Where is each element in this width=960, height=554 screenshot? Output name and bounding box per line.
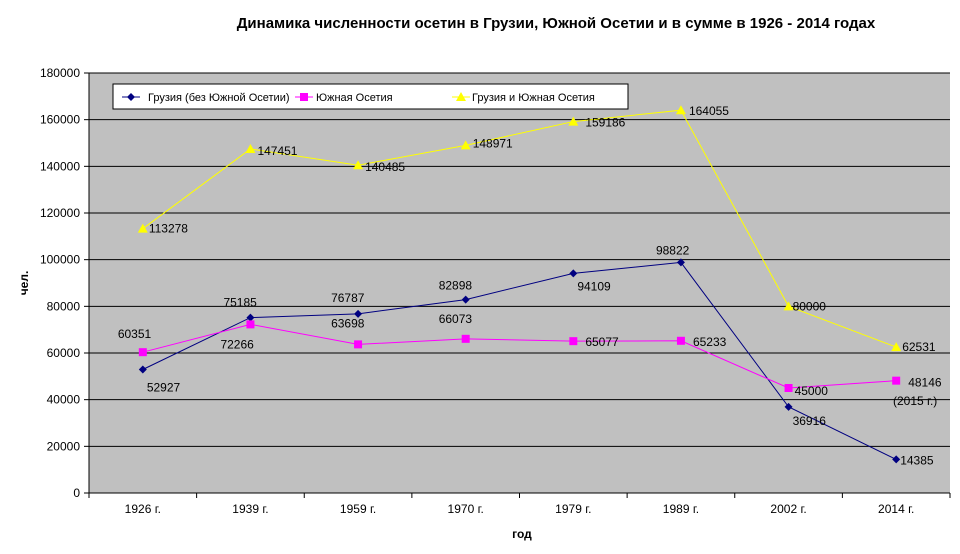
data-label: 36916 (793, 414, 827, 428)
y-tick-label: 160000 (40, 113, 80, 127)
data-point (246, 320, 255, 329)
legend-entry-1: Южная Осетия (295, 92, 393, 104)
x-tick-label: 1939 г. (232, 502, 268, 516)
data-label: 113278 (149, 222, 188, 236)
series-line (142, 323, 897, 389)
annotation-2015: (2015 г.) (893, 394, 937, 408)
y-tick-label: 40000 (47, 393, 81, 407)
data-label: 63698 (331, 316, 365, 330)
y-tick-label: 180000 (40, 66, 80, 80)
data-point (245, 143, 256, 153)
data-point (569, 269, 578, 278)
data-point (892, 376, 901, 385)
data-label: 60351 (118, 327, 152, 341)
series-line (142, 261, 897, 460)
data-point (676, 336, 685, 345)
legend-marker (300, 93, 308, 101)
series-0 (138, 258, 901, 464)
data-point (138, 348, 147, 357)
y-axis-title: чел. (17, 271, 31, 296)
legend: Грузия (без Южной Осетии) Южная Осетия Гру… (112, 83, 629, 110)
gridlines (89, 72, 950, 494)
y-tick-label: 140000 (40, 159, 80, 173)
data-point (460, 140, 471, 150)
data-label: 164055 (689, 104, 729, 118)
legend-entry-0: Грузия (без Южной Осетии) (122, 92, 290, 104)
x-tick-label: 1989 г. (663, 502, 699, 516)
y-tick-label: 80000 (47, 299, 81, 313)
series-layer (137, 105, 902, 464)
legend-label: Южная Осетия (316, 92, 393, 104)
data-label: 14385 (900, 453, 934, 467)
data-label: 72266 (220, 337, 254, 351)
data-point (353, 160, 364, 170)
series-1 (138, 320, 901, 392)
y-tick-label: 0 (73, 486, 80, 500)
series-line (142, 109, 897, 348)
data-point (675, 105, 686, 115)
y-tick-label: 100000 (40, 253, 80, 267)
data-label: 52927 (147, 381, 181, 395)
x-axis-title: год (512, 527, 532, 541)
data-point (676, 258, 685, 267)
data-label: 159186 (585, 116, 625, 130)
legend-box (112, 83, 629, 110)
data-point (568, 116, 579, 126)
data-point (784, 402, 793, 411)
data-label: 75185 (223, 296, 257, 310)
x-tick-label: 2014 г. (878, 502, 914, 516)
data-label: 66073 (439, 312, 473, 326)
data-point (354, 340, 363, 349)
x-tick-label: 1959 г. (340, 502, 376, 516)
data-point (137, 223, 148, 233)
data-label: 65077 (585, 335, 619, 349)
data-label: 140485 (365, 160, 405, 174)
y-tick-label: 60000 (47, 346, 81, 360)
series-2 (137, 105, 902, 352)
data-label: 80000 (793, 299, 827, 313)
y-tick-label: 20000 (47, 439, 81, 453)
data-label: 45000 (795, 384, 829, 398)
data-point (461, 334, 470, 343)
data-label: 65233 (693, 335, 727, 349)
data-point (783, 301, 794, 311)
x-tick-label: 1970 г. (448, 502, 484, 516)
data-label: 98822 (656, 243, 690, 257)
data-point (354, 309, 363, 318)
legend-marker (127, 93, 135, 101)
data-label: 94109 (577, 279, 611, 293)
legend-entry-2: Грузия и Южная Осетия (452, 92, 595, 104)
data-label: 62531 (902, 340, 936, 354)
data-label: 48146 (908, 376, 942, 390)
data-point (138, 365, 147, 374)
data-label: 147451 (257, 144, 297, 158)
data-point (461, 295, 470, 304)
data-point (892, 455, 901, 464)
x-axis-ticks: 1926 г. 1939 г. 1959 г. 1970 г. 1979 г. 1989 … (88, 493, 951, 516)
x-tick-label: 1979 г. (555, 502, 591, 516)
data-point (569, 337, 578, 346)
x-tick-label: 1926 г. (125, 502, 161, 516)
data-labels: 52927 75185 76787 82898 94109 98822 36916 14385… (118, 104, 942, 467)
data-point (246, 313, 255, 322)
legend-marker (456, 92, 466, 101)
data-point (784, 384, 793, 392)
data-label: 76787 (331, 291, 365, 305)
data-label: 82898 (439, 279, 473, 293)
x-tick-label: 2002 г. (770, 502, 806, 516)
y-axis-ticks: 0 20000 40000 60000 80000 100000 120000 140000 1… (40, 66, 89, 500)
data-label: 148971 (473, 136, 513, 150)
data-point (891, 342, 902, 352)
plot-area (89, 73, 950, 493)
legend-label: Грузия (без Южной Осетии) (148, 92, 290, 104)
chart-title: Динамика численности осетин в Грузии, Юж… (237, 15, 876, 32)
legend-label: Грузия и Южная Осетия (472, 92, 595, 104)
y-tick-label: 120000 (40, 206, 80, 220)
